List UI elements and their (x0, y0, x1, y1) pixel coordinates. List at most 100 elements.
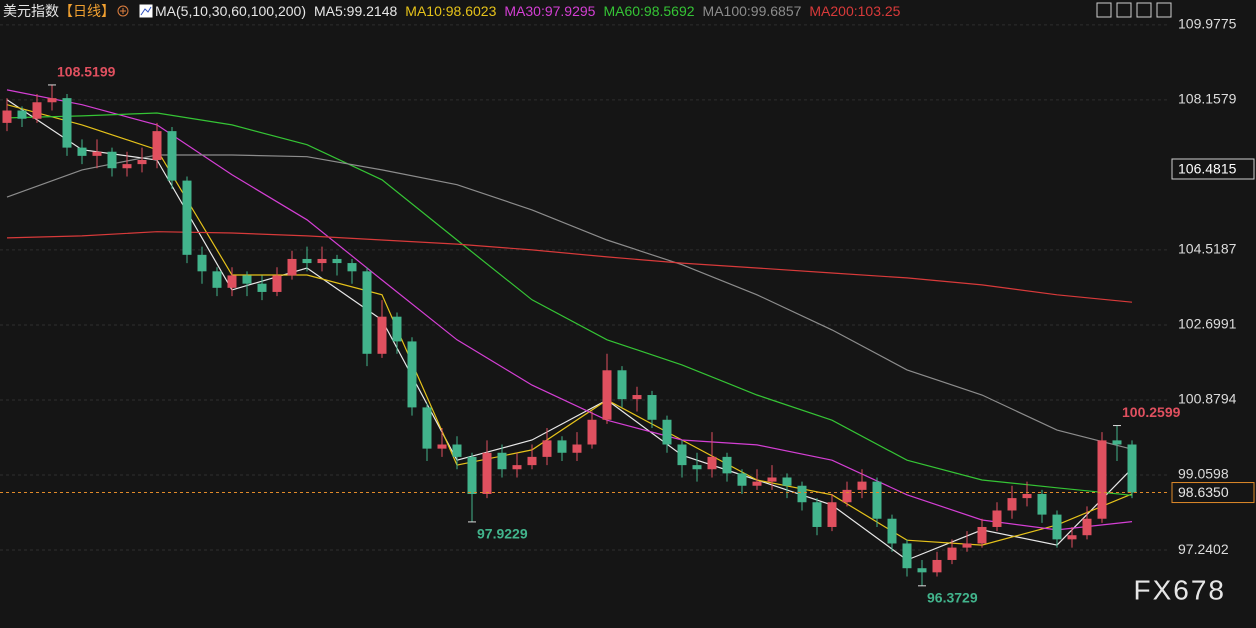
icon-play[interactable] (1136, 2, 1152, 18)
legend-entry: MA200:103.25 (809, 3, 901, 19)
candle-body (32, 102, 42, 119)
legend-entry: MA30:97.9295 (504, 3, 596, 19)
icon-fullscreen[interactable] (1096, 2, 1112, 18)
candle-body (182, 180, 192, 255)
candle-body (557, 440, 567, 453)
ma-line (6, 154, 1133, 450)
candle-body (287, 258, 297, 276)
candle-body (1112, 440, 1122, 445)
candle-body (602, 370, 612, 420)
icon-indicator[interactable] (1116, 2, 1132, 18)
candle-body (1097, 440, 1107, 519)
candle-body (332, 258, 342, 264)
add-icon[interactable] (117, 5, 129, 17)
y-tick-label: 97.2402 (1178, 541, 1229, 557)
candle-body (212, 271, 222, 288)
candle-body (902, 543, 912, 569)
last-price-box (1171, 482, 1255, 504)
candle-body (1067, 535, 1077, 540)
legend-entry: MA60:98.5692 (603, 3, 695, 19)
candle-body (377, 316, 387, 354)
candle-body (227, 275, 237, 288)
candle-body (752, 481, 762, 486)
y-tick-label: 100.8794 (1178, 391, 1237, 407)
candle-body (812, 502, 822, 527)
candle-body (302, 258, 312, 264)
ma-label: MA(5,10,30,60,100,200) (155, 3, 306, 19)
candle-body (272, 275, 282, 292)
candle-body (887, 518, 897, 544)
crosshair-box (1171, 158, 1255, 180)
ma-line (6, 112, 1133, 496)
candle-body (962, 543, 972, 548)
candle-body (482, 452, 492, 494)
candle-body (932, 559, 942, 573)
candle-body (947, 547, 957, 560)
candle-body (527, 456, 537, 466)
candle-body (167, 131, 177, 181)
legend: 美元指数 【日线】 MA(5,10,30,60,100,200) MA5:99.… (3, 2, 908, 20)
candle-body (977, 526, 987, 544)
y-tick-label: 99.0598 (1178, 466, 1229, 482)
annotation-label: 108.5199 (57, 64, 116, 80)
candle-body (362, 271, 372, 354)
candle-body (107, 151, 117, 169)
candle-body (767, 477, 777, 482)
ma-lines (6, 89, 1133, 561)
candle-body (647, 395, 657, 420)
ma-line (6, 231, 1133, 303)
crosshair-label: 106.4815 (1178, 161, 1237, 177)
toolbar-icons (1096, 2, 1172, 18)
candle-body (587, 419, 597, 445)
candle-body (2, 110, 12, 123)
candle-body (317, 258, 327, 264)
period-label[interactable]: 【日线】 (59, 3, 115, 19)
candle-body (827, 502, 837, 527)
candle-body (1022, 493, 1032, 499)
candle-body (92, 151, 102, 156)
y-tick-label: 108.1579 (1178, 91, 1237, 107)
candle-body (662, 419, 672, 445)
ma-line (6, 89, 1133, 531)
candle-body (1082, 518, 1092, 536)
annotation-label: 97.9229 (477, 526, 528, 542)
ma-icon (139, 4, 153, 18)
candle-body (917, 568, 927, 573)
title: 美元指数 (3, 3, 59, 19)
candle-body (842, 489, 852, 503)
candle-body (542, 440, 552, 457)
candles (2, 84, 1137, 586)
candle-body (497, 452, 507, 470)
candle-body (17, 110, 27, 119)
icon-settings[interactable] (1156, 2, 1172, 18)
candle-body (737, 473, 747, 486)
candle-body (1052, 514, 1062, 540)
candle-body (437, 444, 447, 449)
candle-body (992, 510, 1002, 527)
legend-entry: MA5:99.2148 (314, 3, 398, 19)
candle-body (407, 341, 417, 408)
y-tick-label: 104.5187 (1178, 241, 1237, 257)
candle-body (797, 485, 807, 503)
candle-body (692, 465, 702, 470)
candle-body (512, 465, 522, 470)
candle-body (707, 456, 717, 470)
candle-body (452, 444, 462, 457)
candle-body (1127, 444, 1137, 493)
candle-body (857, 481, 867, 490)
candle-body (782, 477, 792, 486)
ma-line (6, 99, 1133, 561)
candle-body (392, 316, 402, 342)
last-price-label: 98.6350 (1178, 484, 1229, 500)
y-tick-label: 102.6991 (1178, 316, 1237, 332)
candle-body (632, 395, 642, 400)
candle-body (467, 456, 477, 494)
candle-body (257, 283, 267, 292)
candle-body (617, 370, 627, 400)
candle-body (47, 98, 57, 103)
candle-body (677, 444, 687, 466)
annotation-label: 100.2599 (1122, 404, 1181, 420)
candle-body (152, 131, 162, 160)
